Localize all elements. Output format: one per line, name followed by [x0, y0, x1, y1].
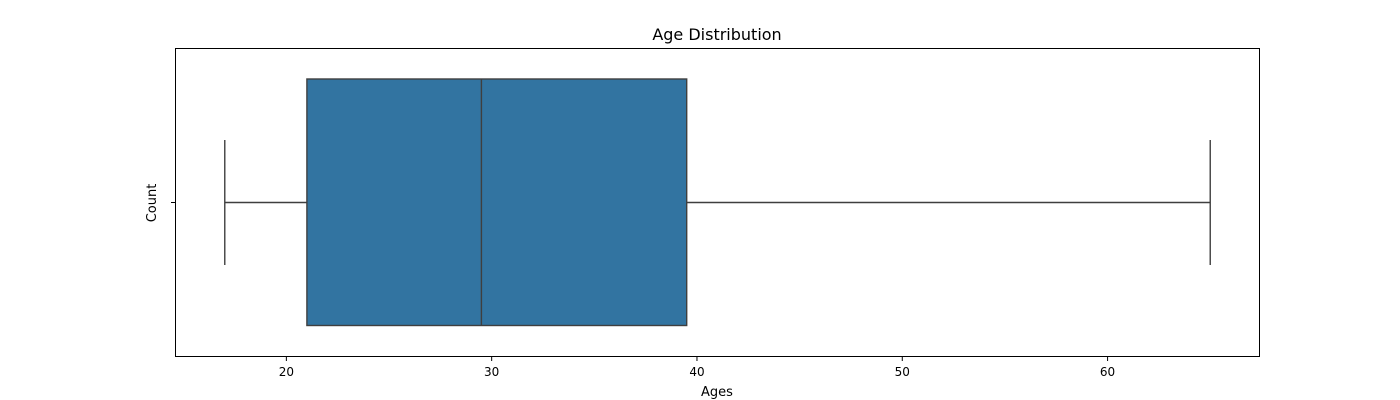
y-axis-label: Count [145, 184, 160, 223]
x-tick-label: 60 [1100, 365, 1115, 379]
chart-title: Age Distribution [652, 25, 781, 44]
iqr-box [306, 78, 688, 327]
x-tick-label: 30 [484, 365, 499, 379]
x-tick-label: 50 [895, 365, 910, 379]
x-tick-label: 40 [689, 365, 704, 379]
x-axis-label: Ages [701, 385, 733, 400]
x-tick-label: 20 [279, 365, 294, 379]
